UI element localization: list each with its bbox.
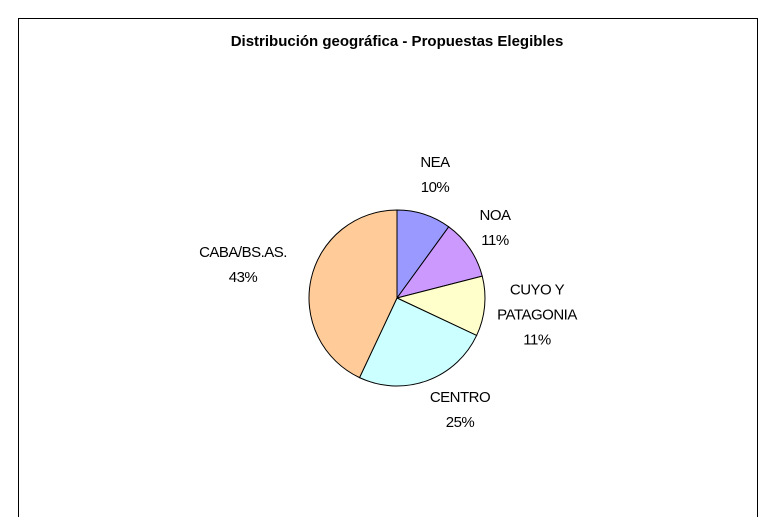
slice-label: CUYO Y PATAGONIA 11% [487,278,587,353]
category-label: CENTRO [429,389,491,406]
pie-slice [358,297,478,387]
slice-label: NOA 11% [465,203,525,253]
category-label: NEA [420,154,450,171]
chart-frame [18,18,758,517]
slice-label: CABA/BS.AS. 43% [188,240,298,290]
category-label: NOA [479,207,511,224]
slice-label: NEA 10% [405,150,465,200]
value-label: 11% [523,331,551,349]
chart-title: Distribución geográfica - Propuestas Ele… [231,33,564,50]
category-label: CABA/BS.AS. [199,244,287,261]
value-label: 10% [420,179,450,196]
value-label: 25% [445,414,475,431]
value-label: 11% [481,232,509,249]
pie-slice [308,209,398,379]
value-label: 43% [228,269,258,286]
category-label: CUYO Y PATAGONIA [497,281,577,324]
slice-label: CENTRO 25% [420,385,500,435]
